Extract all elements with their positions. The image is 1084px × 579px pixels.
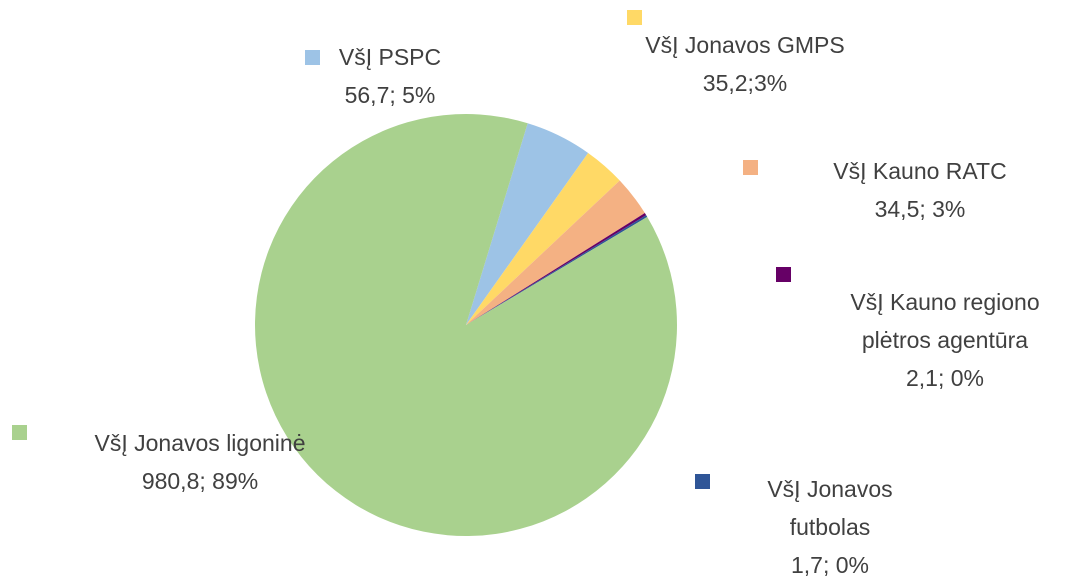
category-label: VšĮ Kauno regiono plėtros agentūra	[850, 289, 1040, 353]
data-label: VšĮ PSPC 56,7; 5%	[290, 38, 490, 114]
pie-slice	[466, 152, 620, 325]
category-label: VšĮ Kauno RATC	[833, 158, 1007, 184]
value-label: 56,7; 5%	[344, 82, 436, 108]
category-label: VšĮ Jonavos futbolas	[767, 476, 893, 540]
legend-swatch	[743, 160, 758, 175]
data-label: VšĮ Jonavos GMPS 35,2;3%	[625, 26, 865, 102]
pie-slice	[466, 180, 645, 325]
data-label: VšĮ Jonavos futbolas 1,7; 0%	[745, 470, 915, 579]
category-label: VšĮ Jonavos ligoninė	[94, 430, 306, 456]
data-label: VšĮ Jonavos ligoninė 980,8; 89%	[55, 424, 345, 500]
data-label: VšĮ Kauno regiono plėtros agentūra 2,1; 0…	[820, 283, 1070, 397]
legend-swatch	[776, 267, 791, 282]
value-label: 34,5; 3%	[874, 196, 966, 222]
legend-swatch	[695, 474, 710, 489]
value-label: 980,8; 89%	[141, 468, 259, 494]
pie-slice	[255, 114, 678, 537]
category-label: VšĮ PSPC	[338, 44, 442, 70]
data-label: VšĮ Kauno RATC 34,5; 3%	[810, 152, 1030, 228]
pie-slice	[466, 123, 589, 325]
pie-slice	[466, 215, 648, 325]
pie-slice	[466, 213, 647, 325]
category-label: VšĮ Jonavos GMPS	[645, 32, 845, 58]
legend-swatch	[305, 50, 320, 65]
value-label: 1,7; 0%	[791, 552, 869, 578]
value-label: 35,2;3%	[702, 70, 788, 96]
value-label: 2,1; 0%	[906, 365, 984, 391]
legend-swatch	[627, 10, 642, 25]
legend-swatch	[12, 425, 27, 440]
